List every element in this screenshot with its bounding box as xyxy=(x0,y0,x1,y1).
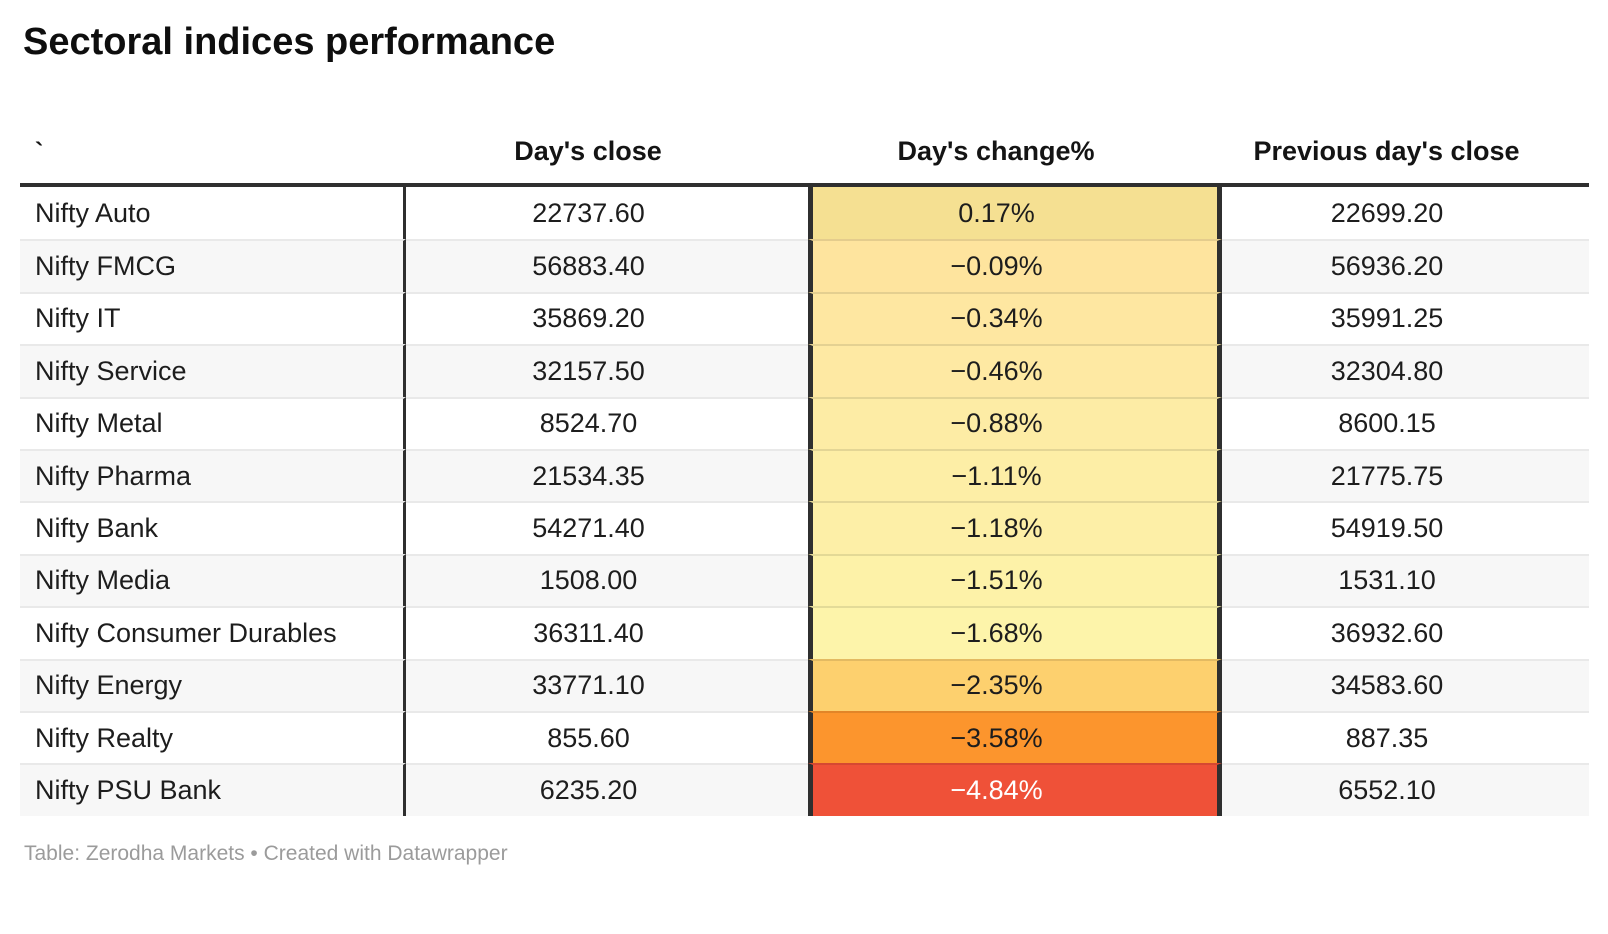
page-title: Sectoral indices performance xyxy=(23,21,556,63)
days-close-cell: 6235.20 xyxy=(406,763,808,816)
days-change-cell: −2.35% xyxy=(808,658,1222,711)
index-name-cell: Nifty Auto xyxy=(20,187,406,240)
previous-days-close-cell: 21775.75 xyxy=(1222,448,1589,502)
days-change-cell: 0.17% xyxy=(808,187,1222,240)
days-change-cell: −0.88% xyxy=(808,396,1222,449)
table-body: Nifty Auto 22737.60 0.17% 22699.20 Nifty FMC… xyxy=(20,187,1589,816)
previous-days-close-cell: 35991.25 xyxy=(1222,291,1589,344)
days-close-cell: 36311.40 xyxy=(406,606,808,658)
column-header-days-close: Day's close xyxy=(406,114,808,187)
days-close-cell: 35869.20 xyxy=(406,291,808,344)
index-name-cell: Nifty Bank xyxy=(20,501,406,554)
index-name-cell: Nifty IT xyxy=(20,291,406,345)
previous-days-close-cell: 6552.10 xyxy=(1222,763,1589,816)
index-name-cell: Nifty Pharma xyxy=(20,448,406,502)
days-change-cell: −0.09% xyxy=(808,239,1222,292)
index-name-cell: Nifty FMCG xyxy=(20,239,406,292)
days-close-cell: 56883.40 xyxy=(406,239,808,292)
days-close-cell: 33771.10 xyxy=(406,658,808,711)
header-row: ` Day's close Day's change% Previous day… xyxy=(20,114,1589,187)
index-name-cell: Nifty Realty xyxy=(20,710,406,764)
table-row: Nifty Metal 8524.70 −0.88% 8600.15 xyxy=(20,396,1589,449)
previous-days-close-cell: 32304.80 xyxy=(1222,344,1589,397)
column-header-days-change: Day's change% xyxy=(808,114,1222,187)
previous-days-close-cell: 8600.15 xyxy=(1222,396,1589,449)
days-close-cell: 21534.35 xyxy=(406,448,808,502)
index-name-cell: Nifty PSU Bank xyxy=(20,763,406,816)
days-close-cell: 1508.00 xyxy=(406,553,808,607)
table-row: Nifty Pharma 21534.35 −1.11% 21775.75 xyxy=(20,448,1589,502)
days-close-cell: 8524.70 xyxy=(406,396,808,449)
days-change-cell: −1.51% xyxy=(808,553,1222,607)
index-name-cell: Nifty Media xyxy=(20,553,406,607)
days-change-cell: −4.84% xyxy=(808,763,1222,816)
table-row: Nifty Consumer Durables 36311.40 −1.68% 369… xyxy=(20,606,1589,659)
table-row: Nifty Bank 54271.40 −1.18% 54919.50 xyxy=(20,501,1589,554)
index-name-cell: Nifty Metal xyxy=(20,396,406,449)
table-row: Nifty Media 1508.00 −1.51% 1531.10 xyxy=(20,553,1589,607)
days-close-cell: 54271.40 xyxy=(406,501,808,553)
days-close-cell: 855.60 xyxy=(406,710,808,763)
days-change-cell: −3.58% xyxy=(808,710,1222,764)
table-row: Nifty IT 35869.20 −0.34% 35991.25 xyxy=(20,291,1589,345)
previous-days-close-cell: 56936.20 xyxy=(1222,239,1589,292)
index-name-cell: Nifty Energy xyxy=(20,658,406,711)
table-row: Nifty Realty 855.60 −3.58% 887.35 xyxy=(20,710,1589,764)
days-close-cell: 22737.60 xyxy=(532,197,645,228)
previous-days-close-cell: 1531.10 xyxy=(1222,553,1589,607)
days-change-cell: −0.34% xyxy=(808,291,1222,345)
previous-days-close-cell: 34583.60 xyxy=(1222,658,1589,711)
table-row: Nifty PSU Bank 6235.20 −4.84% 6552.10 xyxy=(20,763,1589,816)
days-change-cell: −1.11% xyxy=(808,448,1222,502)
index-name-cell: Nifty Service xyxy=(20,344,406,397)
table-row: Nifty Service 32157.50 −0.46% 32304.80 xyxy=(20,344,1589,397)
table-source-footer: Table: Zerodha Markets • Created with Da… xyxy=(24,841,508,865)
days-change-cell: −1.18% xyxy=(808,501,1222,554)
previous-days-close-cell: 36932.60 xyxy=(1222,606,1589,658)
column-header-index-name: ` xyxy=(20,114,406,187)
days-change-cell: −0.46% xyxy=(808,344,1222,397)
table-row: Nifty Energy 33771.10 −2.35% 34583.60 xyxy=(20,658,1589,711)
sectoral-indices-table: ` Day's close Day's change% Previous day… xyxy=(20,114,1589,816)
previous-days-close-cell: 887.35 xyxy=(1222,710,1589,763)
previous-days-close-cell: 22699.20 xyxy=(1330,197,1444,228)
days-change-cell: −1.68% xyxy=(808,606,1222,659)
days-close-cell: 32157.50 xyxy=(406,344,808,397)
column-header-previous-days-close: Previous day's close xyxy=(1222,114,1589,187)
table-row: Nifty Auto 22737.60 0.17% 22699.20 xyxy=(20,187,1589,240)
table-row: Nifty FMCG 56883.40 −0.09% 56936.20 xyxy=(20,239,1589,292)
datawrapper-table-page: Sectoral indices performance ` Day's clo… xyxy=(0,20,1608,866)
previous-days-close-cell: 54919.50 xyxy=(1222,501,1589,553)
index-name-cell: Nifty Consumer Durables xyxy=(20,606,406,659)
